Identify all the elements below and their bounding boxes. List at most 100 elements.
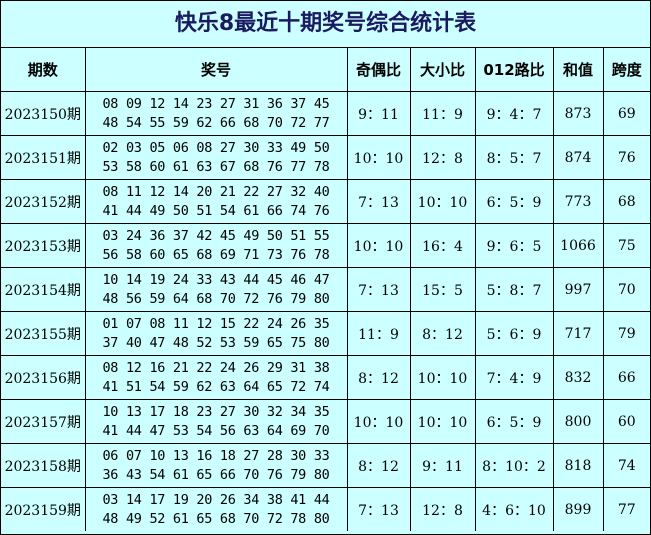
numbers-cell: 08 09 12 14 23 27 31 36 37 45 48 54 55 59… bbox=[84, 91, 348, 136]
numbers-line: 41 51 54 59 62 63 64 65 72 74 bbox=[102, 378, 330, 395]
numbers-cell: 08 11 12 14 20 21 22 27 32 40 41 44 49 50… bbox=[84, 179, 348, 224]
header-012-route: 012路比 bbox=[474, 48, 554, 92]
table-row: 2023158期 06 07 10 13 16 18 27 28 30 33 36 … bbox=[1, 443, 650, 488]
numbers-line: 08 11 12 14 20 21 22 27 32 40 bbox=[102, 183, 330, 200]
route012-cell: 9：4：7 bbox=[474, 91, 554, 136]
numbers-line: 48 56 59 64 68 70 72 76 79 80 bbox=[102, 290, 330, 307]
numbers-cell: 02 03 05 06 08 27 30 33 49 50 53 58 60 61… bbox=[84, 135, 348, 180]
big-small-cell: 10：10 bbox=[409, 355, 476, 400]
header-big-small: 大小比 bbox=[409, 48, 476, 92]
big-small-cell: 11：9 bbox=[409, 91, 476, 136]
numbers-line: 08 09 12 14 23 27 31 36 37 45 bbox=[102, 95, 330, 112]
route012-cell: 8：10：2 bbox=[474, 443, 554, 488]
span-cell: 77 bbox=[602, 487, 650, 531]
route012-cell: 7：4：9 bbox=[474, 355, 554, 400]
numbers-line: 01 07 08 11 12 15 22 24 26 35 bbox=[102, 315, 330, 332]
period-cell: 2023151期 bbox=[1, 135, 86, 180]
route012-cell: 9：6：5 bbox=[474, 223, 554, 268]
sum-cell: 874 bbox=[552, 135, 604, 180]
route012-cell: 4：6：10 bbox=[474, 487, 554, 531]
odd-even-cell: 7：13 bbox=[346, 487, 411, 531]
big-small-cell: 15：5 bbox=[409, 267, 476, 312]
table-row: 2023152期 08 11 12 14 20 21 22 27 32 40 41 … bbox=[1, 179, 650, 224]
table-title: 快乐8最近十期奖号综合统计表 bbox=[1, 1, 650, 48]
numbers-cell: 10 13 17 18 23 27 30 32 34 35 41 44 47 53… bbox=[84, 399, 348, 444]
span-cell: 79 bbox=[602, 311, 650, 356]
span-cell: 60 bbox=[602, 399, 650, 444]
header-row: 期数 奖号 奇偶比 大小比 012路比 和值 跨度 bbox=[1, 48, 650, 92]
odd-even-cell: 10：10 bbox=[346, 399, 411, 444]
period-cell: 2023155期 bbox=[1, 311, 86, 356]
period-cell: 2023157期 bbox=[1, 399, 86, 444]
table-row: 2023156期 08 12 16 21 22 24 26 29 31 38 41 … bbox=[1, 355, 650, 400]
odd-even-cell: 7：13 bbox=[346, 179, 411, 224]
big-small-cell: 10：10 bbox=[409, 179, 476, 224]
odd-even-cell: 8：12 bbox=[346, 443, 411, 488]
sum-cell: 997 bbox=[552, 267, 604, 312]
span-cell: 69 bbox=[602, 91, 650, 136]
odd-even-cell: 8：12 bbox=[346, 355, 411, 400]
sum-cell: 873 bbox=[552, 91, 604, 136]
span-cell: 70 bbox=[602, 267, 650, 312]
table-row: 2023154期 10 14 19 24 33 43 44 45 46 47 48 … bbox=[1, 267, 650, 312]
sum-cell: 773 bbox=[552, 179, 604, 224]
big-small-cell: 16：4 bbox=[409, 223, 476, 268]
big-small-cell: 8：12 bbox=[409, 311, 476, 356]
span-cell: 76 bbox=[602, 135, 650, 180]
numbers-cell: 08 12 16 21 22 24 26 29 31 38 41 51 54 59… bbox=[84, 355, 348, 400]
odd-even-cell: 9：11 bbox=[346, 91, 411, 136]
numbers-cell: 01 07 08 11 12 15 22 24 26 35 37 40 47 48… bbox=[84, 311, 348, 356]
big-small-cell: 12：8 bbox=[409, 487, 476, 531]
span-cell: 68 bbox=[602, 179, 650, 224]
header-numbers: 奖号 bbox=[84, 48, 348, 92]
table-row: 2023150期 08 09 12 14 23 27 31 36 37 45 48 … bbox=[1, 91, 650, 136]
table-row: 2023155期 01 07 08 11 12 15 22 24 26 35 37 … bbox=[1, 311, 650, 356]
big-small-cell: 9：11 bbox=[409, 443, 476, 488]
numbers-line: 02 03 05 06 08 27 30 33 49 50 bbox=[102, 139, 330, 156]
table-row: 2023157期 10 13 17 18 23 27 30 32 34 35 41 … bbox=[1, 399, 650, 444]
header-odd-even: 奇偶比 bbox=[346, 48, 411, 92]
numbers-line: 08 12 16 21 22 24 26 29 31 38 bbox=[102, 359, 330, 376]
odd-even-cell: 7：13 bbox=[346, 267, 411, 312]
numbers-line: 48 49 52 61 65 68 70 72 78 80 bbox=[102, 510, 330, 527]
numbers-line: 03 14 17 19 20 26 34 38 41 44 bbox=[102, 491, 330, 508]
period-cell: 2023159期 bbox=[1, 487, 86, 531]
numbers-line: 10 13 17 18 23 27 30 32 34 35 bbox=[102, 403, 330, 420]
numbers-line: 10 14 19 24 33 43 44 45 46 47 bbox=[102, 271, 330, 288]
numbers-cell: 06 07 10 13 16 18 27 28 30 33 36 43 54 61… bbox=[84, 443, 348, 488]
route012-cell: 8：5：7 bbox=[474, 135, 554, 180]
odd-even-cell: 10：10 bbox=[346, 135, 411, 180]
sum-cell: 717 bbox=[552, 311, 604, 356]
sum-cell: 800 bbox=[552, 399, 604, 444]
sum-cell: 818 bbox=[552, 443, 604, 488]
numbers-line: 53 58 60 61 63 67 68 76 77 78 bbox=[102, 158, 330, 175]
numbers-line: 37 40 47 48 52 53 59 65 75 80 bbox=[102, 334, 330, 351]
span-cell: 74 bbox=[602, 443, 650, 488]
numbers-line: 56 58 60 65 68 69 71 73 76 78 bbox=[102, 246, 330, 263]
sum-cell: 899 bbox=[552, 487, 604, 531]
header-span: 跨度 bbox=[602, 48, 650, 92]
route012-cell: 6：5：9 bbox=[474, 399, 554, 444]
big-small-cell: 10：10 bbox=[409, 399, 476, 444]
numbers-cell: 03 14 17 19 20 26 34 38 41 44 48 49 52 61… bbox=[84, 487, 348, 531]
header-sum: 和值 bbox=[552, 48, 604, 92]
period-cell: 2023152期 bbox=[1, 179, 86, 224]
route012-cell: 5：8：7 bbox=[474, 267, 554, 312]
numbers-line: 03 24 36 37 42 45 49 50 51 55 bbox=[102, 227, 330, 244]
route012-cell: 6：5：9 bbox=[474, 179, 554, 224]
numbers-line: 36 43 54 61 65 66 70 76 79 80 bbox=[102, 466, 330, 483]
period-cell: 2023153期 bbox=[1, 223, 86, 268]
route012-cell: 5：6：9 bbox=[474, 311, 554, 356]
table-row: 2023153期 03 24 36 37 42 45 49 50 51 55 56 … bbox=[1, 223, 650, 268]
big-small-cell: 12：8 bbox=[409, 135, 476, 180]
odd-even-cell: 11：9 bbox=[346, 311, 411, 356]
odd-even-cell: 10：10 bbox=[346, 223, 411, 268]
table-row: 2023159期 03 14 17 19 20 26 34 38 41 44 48 … bbox=[1, 487, 650, 531]
table-row: 2023151期 02 03 05 06 08 27 30 33 49 50 53 … bbox=[1, 135, 650, 180]
period-cell: 2023156期 bbox=[1, 355, 86, 400]
period-cell: 2023158期 bbox=[1, 443, 86, 488]
header-period: 期数 bbox=[1, 48, 86, 92]
numbers-cell: 03 24 36 37 42 45 49 50 51 55 56 58 60 65… bbox=[84, 223, 348, 268]
span-cell: 66 bbox=[602, 355, 650, 400]
